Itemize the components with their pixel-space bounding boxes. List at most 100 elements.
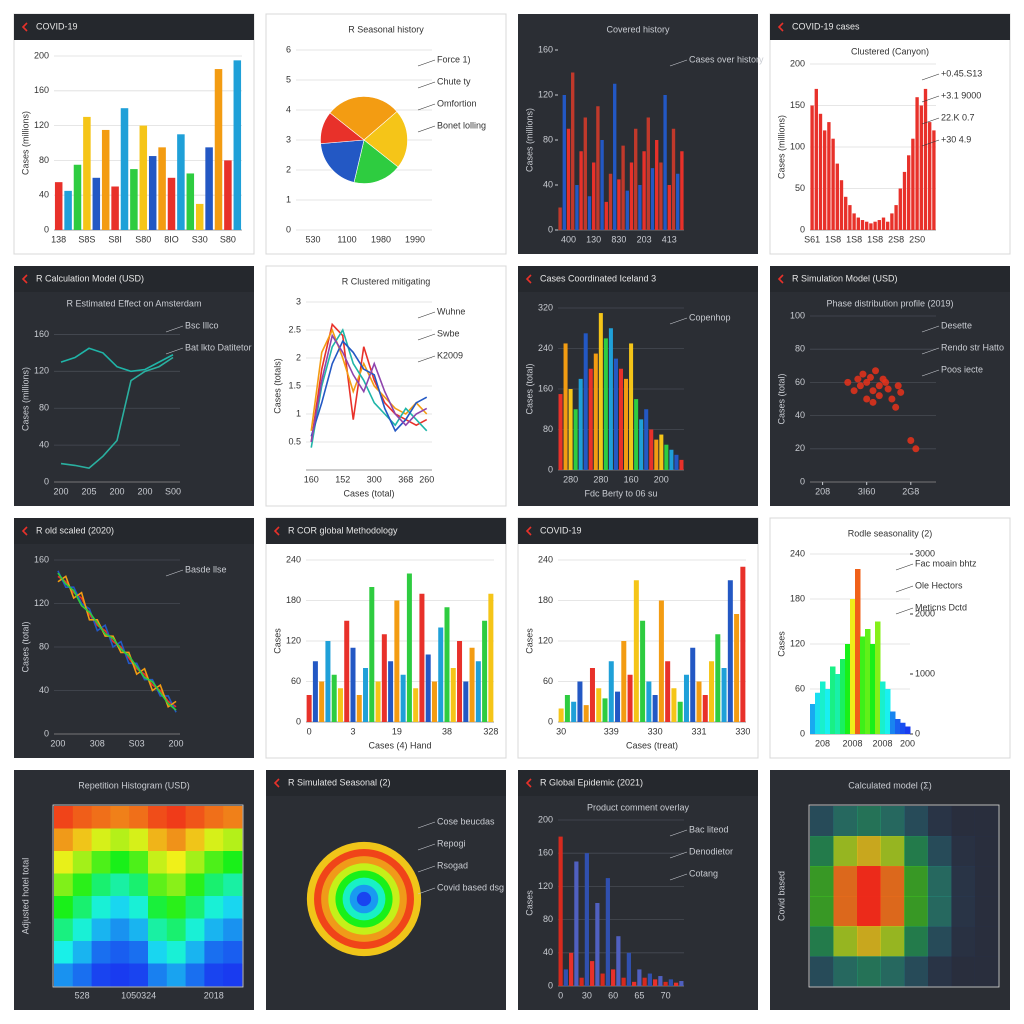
y-tick-label: 3 [286, 134, 291, 144]
bar [568, 389, 573, 470]
bar [381, 634, 387, 722]
heatmap-cell [110, 941, 130, 964]
annotation: +3.1 9000 [941, 90, 981, 100]
back-icon [525, 274, 532, 284]
x-tick-label: 200 [53, 486, 68, 496]
bar [646, 681, 652, 722]
bar [902, 171, 907, 230]
bar [363, 668, 369, 722]
y-tick-label: 0 [44, 728, 49, 738]
bar [709, 661, 715, 722]
bar [831, 138, 835, 230]
annotation-leader [417, 887, 436, 895]
back-icon [21, 526, 28, 536]
x-tick-label: 208 [815, 486, 830, 496]
bar [388, 661, 394, 722]
y-tick-label: 80 [543, 134, 553, 144]
scatter-point [875, 382, 883, 390]
bar [319, 681, 325, 722]
bar [898, 188, 902, 230]
x-tick-label: 830 [611, 234, 626, 244]
heatmap-cell [927, 866, 952, 897]
bar [573, 409, 578, 470]
y-tick-label: 40 [795, 410, 805, 420]
bar [814, 88, 818, 231]
area-segment [880, 681, 886, 734]
bar [583, 117, 587, 230]
annotation: Basde llse [185, 564, 227, 574]
heatmap-cell [185, 851, 205, 874]
x-tick-label: 1050324 [121, 990, 156, 1000]
annotation: Desette [941, 320, 972, 330]
series-line [60, 347, 174, 373]
panel-title: COVID-19 [36, 21, 78, 31]
bar [444, 607, 450, 722]
y-tick-label: 120 [286, 635, 301, 645]
scatter-point [884, 385, 892, 393]
x-tick-label: 300 [367, 474, 382, 484]
heatmap-cell [166, 963, 186, 987]
panel-header [266, 518, 506, 544]
heatmap-cell [185, 918, 205, 942]
bar [668, 979, 673, 986]
annotation-leader [921, 369, 940, 377]
bar [690, 647, 696, 722]
panel [769, 13, 1011, 255]
y-axis-label: Cases (millions) [20, 367, 30, 431]
back-icon [273, 526, 280, 536]
x-tick-label: 2G8 [902, 486, 919, 496]
area-segment [855, 569, 861, 734]
panel [14, 518, 254, 758]
bar [696, 681, 702, 722]
x-axis-label: Cases (treat) [626, 740, 678, 750]
bar [139, 125, 148, 230]
y-axis-label: Cases (total) [20, 621, 30, 672]
area-segment [815, 692, 821, 734]
bar [431, 681, 437, 722]
y-tick-label: 60 [291, 676, 301, 686]
x-tick-label: 330 [735, 726, 750, 736]
heatmap-cell [166, 918, 186, 942]
heatmap-cell [927, 836, 952, 867]
panel-subtitle: R Estimated Effect on Amsterdam [67, 298, 202, 308]
y-tick-label: 0 [548, 980, 553, 990]
heatmap-cell [185, 896, 205, 919]
panel-header [14, 266, 254, 292]
annotation-leader [921, 347, 940, 355]
bar [642, 977, 647, 986]
panel-header [518, 518, 758, 544]
annotation-leader [417, 59, 436, 67]
annotation-leader [417, 865, 436, 873]
heatmap-cell [54, 806, 74, 829]
x-tick-label: S30 [192, 234, 208, 244]
bar [587, 196, 592, 230]
scatter-point [863, 378, 871, 386]
bar [715, 634, 721, 722]
bar [344, 620, 350, 722]
x-tick-label: 2018 [204, 990, 224, 1000]
annotation: K2009 [437, 350, 463, 360]
heatmap-cell [72, 828, 92, 852]
bar [608, 661, 614, 722]
heatmap-cell [129, 896, 149, 919]
x-tick-label: 152 [335, 474, 350, 484]
heatmap-cell [904, 866, 928, 897]
heatmap-cell [54, 851, 74, 874]
annotation: Ole Hectors [915, 580, 963, 590]
scatter-point [854, 375, 862, 383]
x-tick-label: 0 [307, 726, 312, 736]
heatmap-cell [880, 806, 905, 837]
bar [596, 106, 600, 230]
bar [616, 936, 621, 986]
heatmap-cell [91, 851, 111, 874]
x-tick-label: 2008 [842, 738, 862, 748]
annotation: Poos iecte [941, 364, 983, 374]
panel-subtitle: Phase distribution profile (2019) [826, 298, 953, 308]
bar [881, 217, 886, 230]
scatter-point [882, 378, 890, 386]
x-tick-label: 19 [392, 726, 402, 736]
y-tick-label: 200 [790, 58, 805, 68]
bar [629, 343, 634, 470]
bar [674, 982, 679, 986]
heatmap-cell [110, 963, 130, 987]
